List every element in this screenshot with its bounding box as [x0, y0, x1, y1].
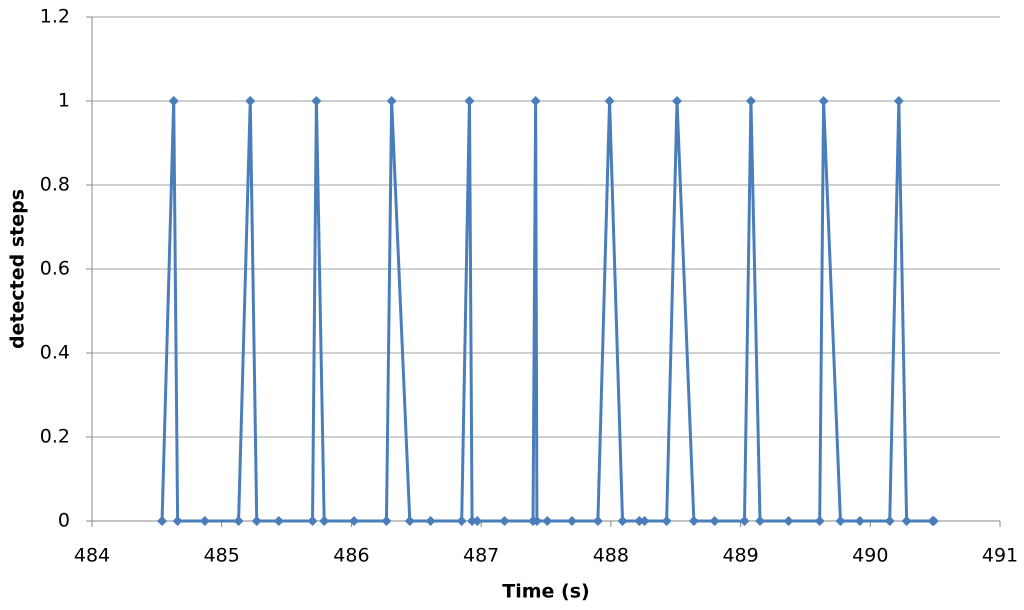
- marker: [499, 516, 510, 526]
- x-tick-label: 490: [852, 545, 888, 567]
- x-tick-label: 486: [333, 545, 369, 567]
- marker: [273, 516, 284, 526]
- marker: [893, 96, 904, 106]
- marker: [901, 516, 912, 526]
- marker: [592, 516, 603, 526]
- marker: [634, 516, 645, 526]
- marker: [349, 516, 360, 526]
- marker: [566, 516, 577, 526]
- marker: [818, 96, 829, 106]
- marker: [425, 516, 436, 526]
- marker: [604, 96, 615, 106]
- x-tick-label: 491: [982, 545, 1018, 567]
- marker: [639, 516, 650, 526]
- x-tick-label: 488: [593, 545, 629, 567]
- marker: [172, 516, 183, 526]
- x-tick-label: 485: [204, 545, 240, 567]
- y-tick-label: 0.2: [40, 426, 70, 448]
- marker: [835, 516, 846, 526]
- marker: [157, 516, 168, 526]
- marker: [542, 516, 553, 526]
- marker: [456, 516, 467, 526]
- marker: [617, 516, 628, 526]
- marker: [251, 516, 262, 526]
- marker: [467, 516, 478, 526]
- marker: [661, 516, 672, 526]
- marker: [319, 516, 330, 526]
- marker: [755, 516, 766, 526]
- marker: [884, 516, 895, 526]
- marker: [739, 516, 750, 526]
- y-tick-label: 0.4: [40, 342, 70, 364]
- marker: [531, 516, 542, 526]
- marker: [745, 96, 756, 106]
- x-tick-label: 484: [74, 545, 110, 567]
- marker: [928, 516, 939, 526]
- marker: [404, 516, 415, 526]
- x-tick-label: 487: [463, 545, 499, 567]
- marker: [709, 516, 720, 526]
- marker: [386, 96, 397, 106]
- y-tick-label: 1.2: [40, 6, 70, 28]
- marker: [245, 96, 256, 106]
- marker: [854, 516, 865, 526]
- y-tick-label: 0.6: [40, 258, 70, 280]
- y-tick-label: 0.8: [40, 174, 70, 196]
- marker: [307, 516, 318, 526]
- x-tick-label: 489: [722, 545, 758, 567]
- marker: [464, 96, 475, 106]
- marker: [530, 96, 541, 106]
- y-axis-title: detected steps: [7, 189, 29, 349]
- y-tick-label: 1: [58, 90, 70, 112]
- marker: [381, 516, 392, 526]
- marker: [311, 96, 322, 106]
- marker: [783, 516, 794, 526]
- x-axis-title: Time (s): [502, 581, 589, 603]
- marker: [472, 516, 483, 526]
- y-tick-label: 0: [58, 510, 70, 532]
- marker: [168, 96, 179, 106]
- marker: [688, 516, 699, 526]
- marker: [672, 96, 683, 106]
- marker: [814, 516, 825, 526]
- series-line: [160, 99, 935, 523]
- marker: [233, 516, 244, 526]
- marker: [199, 516, 210, 526]
